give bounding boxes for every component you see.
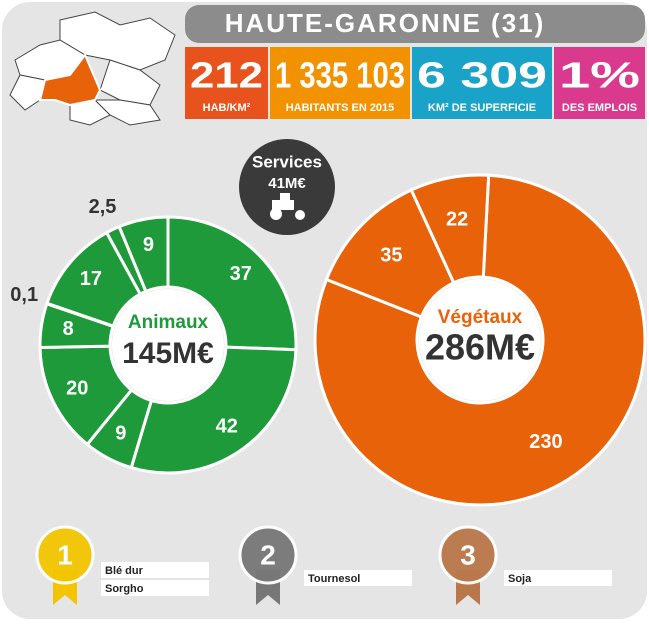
stat-value: 1%: [559, 55, 640, 96]
value-label: 35: [380, 244, 402, 266]
stat-value: 1 335 103: [275, 55, 405, 96]
value-label: 17: [80, 268, 102, 290]
crop-box: [101, 562, 209, 578]
donut-total: 286M€: [425, 327, 535, 368]
medal-rank: 2: [260, 539, 276, 570]
crop-name: Blé dur: [105, 565, 144, 577]
tractor-icon: [270, 193, 305, 220]
stat-box: [412, 47, 552, 119]
pie-segment: [117, 215, 170, 294]
value-label: 9: [143, 234, 154, 256]
donut-center: [419, 279, 541, 401]
value-label: 230: [529, 431, 562, 453]
services-value: 41M€: [268, 175, 306, 192]
pie-segment: [313, 173, 647, 507]
crop-box: [101, 580, 209, 596]
medal: [35, 525, 95, 585]
value-label: 42: [216, 415, 238, 437]
value-label: 9: [115, 423, 126, 445]
value-label: 22: [446, 208, 468, 230]
map: [9, 11, 176, 126]
pie-segment: [409, 173, 491, 285]
stat-value: 6 309: [417, 55, 547, 96]
value-label: 20: [66, 378, 88, 400]
pie-segment: [166, 215, 298, 352]
stat-box: [185, 47, 268, 119]
value-label: 37: [230, 263, 252, 285]
title: HAUTE-GARONNE (31): [225, 8, 546, 38]
donut-center: [112, 289, 224, 401]
medal: [238, 525, 298, 585]
stat-value: 212: [190, 55, 263, 96]
crop-name: Soja: [508, 573, 532, 585]
services-circle: [239, 139, 335, 235]
stat-label: KM² DE SUPERFICIE: [428, 102, 536, 114]
donut-total: 145M€: [122, 337, 214, 370]
value-label: 2,5: [89, 196, 117, 218]
value-label: 0,1: [10, 284, 38, 306]
donut-title: Animaux: [128, 312, 209, 333]
services-label: Services: [252, 152, 322, 171]
donut-title: Végétaux: [438, 307, 523, 328]
stat-box: [554, 47, 645, 119]
stat-label: HAB/KM²: [203, 102, 251, 114]
stat-label: DES EMPLOIS: [562, 102, 637, 114]
crop-box: [304, 570, 412, 586]
medal-rank: 3: [460, 539, 476, 570]
medal-rank: 1: [57, 539, 73, 570]
crop-name: Sorgho: [105, 583, 144, 595]
stat-box: [270, 47, 410, 119]
value-label: 8: [63, 318, 74, 340]
title-bar: [185, 5, 645, 43]
crop-name: Tournesol: [308, 573, 360, 585]
pie-segment: [129, 345, 298, 475]
stat-label: HABITANTS EN 2015: [286, 102, 395, 114]
crop-box: [504, 570, 612, 586]
medal: [438, 525, 498, 585]
